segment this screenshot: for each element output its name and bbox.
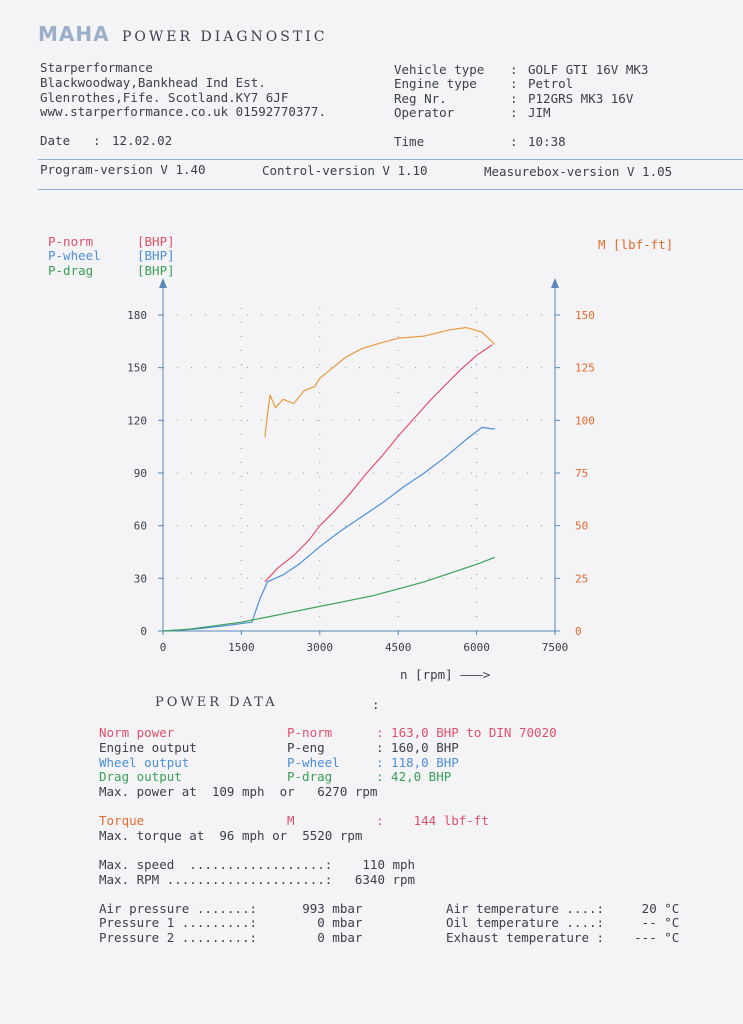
measurebox-version: Measurebox-version V 1.05	[484, 164, 673, 179]
power-data-colon: :	[372, 697, 380, 712]
maha-logo: MAHA	[38, 22, 110, 46]
power-row-value: : 118,0 BHP	[376, 755, 459, 770]
y-right-tick-label: 125	[575, 362, 595, 375]
vehicle-type-label: Vehicle type	[394, 62, 485, 77]
series-line-p-wheel	[162, 426, 495, 632]
x-tick-label: 4500	[385, 641, 412, 654]
legend-p-norm: P-norm	[48, 234, 93, 249]
legend-p-norm-name: P-norm	[48, 234, 94, 249]
env-row-3-right: Exhaust temperature : --- °C	[446, 930, 680, 945]
y-left-tick-label: 60	[134, 520, 147, 533]
env-row-1-left: Air pressure .......: 993 mbar	[99, 901, 363, 916]
series-line-p-drag	[162, 556, 496, 632]
vehicle-type-value: GOLF GTI 16V MK3	[528, 62, 649, 77]
operator-value: JIM	[528, 105, 551, 120]
max-torque: Max. torque at 96 mph or 5520 rpm	[99, 828, 363, 843]
x-tick-label: 3000	[307, 641, 334, 654]
reg-value: P12GRS MK3 16V	[528, 91, 634, 106]
legend-p-drag: P-drag	[48, 263, 94, 278]
legend-p-drag-unit: [BHP]	[137, 263, 175, 278]
chart-grid	[163, 305, 556, 631]
y-left-tick-label: 150	[127, 362, 147, 375]
legend-p-wheel-unit: [BHP]	[137, 248, 175, 263]
series-line-m	[264, 326, 496, 438]
company-address-1: Blackwoodway,Bankhead Ind Est.	[40, 75, 266, 90]
program-version: Program-version V 1.40	[40, 162, 206, 177]
y-right-tick-label: 75	[575, 467, 588, 480]
series-line-p-norm	[264, 344, 493, 583]
power-row-value: : 160,0 BHP	[376, 740, 459, 755]
control-version: Control-version V 1.10	[262, 163, 428, 178]
power-row-symbol: P-drag	[287, 769, 333, 784]
right-axis-label: M [lbf-ft]	[598, 237, 674, 252]
y-right-tick-label: 0	[575, 625, 582, 638]
chart-axes	[159, 278, 559, 632]
report-title: POWER DIAGNOSTIC	[122, 29, 328, 45]
company-web-phone: www.starperformance.co.uk 01592770377.	[40, 104, 326, 119]
company-name: Starperformance	[40, 60, 153, 75]
y-right-tick-label: 150	[575, 309, 595, 322]
time-label: Time	[394, 134, 425, 149]
env-row-2-left: Pressure 1 .........: 0 mbar	[99, 915, 363, 930]
y-left-tick-label: 30	[134, 572, 147, 585]
x-axis-label: n [rpm] ———>	[400, 667, 491, 682]
torque-symbol: M	[287, 813, 295, 828]
power-data-title: POWER DATA	[155, 695, 278, 710]
time-colon: :	[510, 134, 518, 149]
torque-label: Torque	[99, 813, 145, 828]
power-row-label: Engine output	[99, 740, 197, 755]
power-row-symbol: P-norm	[287, 725, 333, 740]
power-row-value: : 42,0 BHP	[376, 769, 452, 784]
y-left-tick-label: 120	[127, 414, 147, 427]
max-power: Max. power at 109 mph or 6270 rpm	[99, 784, 378, 799]
power-row-symbol: P-eng	[287, 740, 325, 755]
power-row-label: Drag output	[99, 769, 182, 784]
date-label: Date	[40, 133, 71, 148]
power-row-label: Norm power	[99, 725, 175, 740]
engine-type-colon: :	[510, 76, 518, 91]
x-tick-label: 1500	[228, 641, 255, 654]
left-axis-arrow	[159, 278, 167, 288]
divider-versions	[38, 189, 743, 190]
legend-p-norm-unit: [BHP]	[137, 234, 175, 249]
vehicle-type-colon: :	[510, 62, 518, 77]
operator-label: Operator	[394, 105, 455, 120]
x-tick-label: 6000	[463, 641, 490, 654]
reg-label: Reg Nr.	[394, 91, 447, 106]
time-value: 10:38	[528, 134, 566, 149]
y-right-tick-label: 50	[575, 520, 588, 533]
power-row-symbol: P-wheel	[287, 755, 340, 770]
env-row-2-right: Oil temperature ....: -- °C	[446, 915, 680, 930]
x-tick-label: 7500	[542, 641, 569, 654]
chart-series	[162, 326, 496, 632]
power-row-label: Wheel output	[99, 755, 190, 770]
right-axis-arrow	[551, 278, 559, 288]
env-row-1-right: Air temperature ....: 20 °C	[446, 901, 680, 916]
divider-top	[38, 159, 743, 160]
company-address-2: Glenrothes,Fife. Scotland.KY7 6JF	[40, 90, 289, 105]
y-right-tick-label: 25	[575, 572, 588, 585]
y-left-tick-label: 0	[140, 625, 147, 638]
y-left-tick-label: 180	[127, 309, 147, 322]
date-colon: :	[93, 133, 101, 148]
env-row-3-left: Pressure 2 .........: 0 mbar	[99, 930, 363, 945]
x-tick-label: 0	[160, 641, 167, 654]
max-rpm: Max. RPM .....................: 6340 rpm	[99, 872, 416, 887]
y-right-tick-label: 100	[575, 414, 595, 427]
date-value: 12.02.02	[112, 133, 173, 148]
operator-colon: :	[510, 105, 518, 120]
torque-value: : 144 lbf-ft	[376, 813, 489, 828]
reg-colon: :	[510, 91, 518, 106]
max-speed: Max. speed ..................: 110 mph	[99, 857, 416, 872]
engine-type-value: Petrol	[528, 76, 574, 91]
legend-p-wheel: P-wheel	[48, 248, 101, 263]
power-row-value: : 163,0 BHP to DIN 70020	[376, 725, 557, 740]
y-left-tick-label: 90	[134, 467, 147, 480]
engine-type-label: Engine type	[394, 76, 477, 91]
